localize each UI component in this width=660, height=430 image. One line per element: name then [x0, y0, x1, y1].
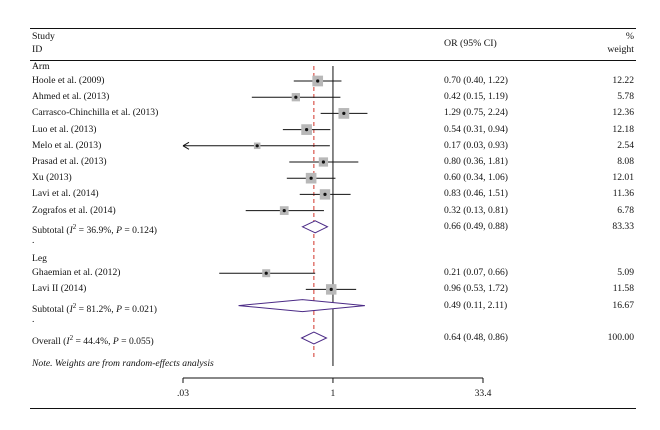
stat-label-text: = 44.4%, — [73, 336, 113, 348]
subtotal-diamond — [238, 299, 365, 313]
subtotal-or-ci: 0.49 (0.11, 2.11) — [444, 299, 508, 311]
study-label: Carrasco-Chinchilla et al. (2013) — [32, 107, 159, 119]
p-symbol: P — [116, 303, 122, 315]
superscript-2: 2 — [72, 301, 77, 310]
x-tick-label: 33.4 — [475, 388, 492, 399]
ci-arrow — [182, 141, 190, 150]
overall-or-ci: 0.64 (0.48, 0.86) — [444, 332, 508, 343]
study-or-ci: 0.80 (0.36, 1.81) — [444, 156, 508, 167]
overall-label: Overall (I2 = 44.4%, P = 0.055) — [32, 332, 154, 348]
stat-label-text: = 0.055) — [118, 336, 154, 348]
study-weight: 12.22 — [612, 75, 634, 86]
study-or-ci: 0.32 (0.13, 0.81) — [444, 204, 508, 216]
stat-label-text: Overall ( — [32, 336, 67, 348]
spacer-dot: . — [32, 235, 35, 246]
i-squared-symbol: I — [66, 336, 70, 348]
subtotal-weight: 16.67 — [612, 299, 634, 311]
study-weight: 8.08 — [617, 156, 634, 167]
superscript-2: 2 — [69, 334, 74, 342]
point-estimate — [294, 95, 298, 99]
i-squared-symbol: I — [69, 303, 73, 315]
study-or-ci: 0.21 (0.07, 0.66) — [444, 267, 508, 279]
footnote: Note. Weights are from random-effects an… — [32, 358, 214, 370]
study-weight: 5.09 — [617, 267, 634, 279]
i-squared-symbol: I — [69, 224, 73, 236]
stat-label-text: = 0.021) — [121, 303, 157, 315]
study-or-ci: 0.96 (0.53, 1.72) — [444, 283, 508, 295]
top-rule — [30, 28, 636, 29]
point-estimate — [309, 176, 313, 180]
study-or-ci: 0.17 (0.03, 0.93) — [444, 139, 508, 151]
point-estimate — [323, 192, 327, 196]
study-label: Ahmed et al. (2013) — [32, 91, 110, 103]
study-label: Hoole et al. (2009) — [32, 75, 105, 86]
study-or-ci: 1.29 (0.75, 2.24) — [444, 107, 508, 119]
subtotal-label: Subtotal (I2 = 81.2%, P = 0.021) — [32, 300, 157, 316]
study-label: Lavi II (2014) — [32, 283, 87, 295]
stat-label-text: = 81.2%, — [76, 303, 117, 315]
study-or-ci: 0.60 (0.34, 1.06) — [444, 172, 508, 184]
study-or-ci: 0.42 (0.15, 1.19) — [444, 91, 508, 103]
superscript-2: 2 — [72, 222, 77, 231]
header-weight: weight — [607, 44, 634, 55]
study-weight: 2.54 — [617, 139, 634, 151]
point-estimate — [316, 79, 320, 83]
study-weight: 11.58 — [612, 283, 634, 295]
x-tick-label: 1 — [331, 388, 336, 399]
subtotal-or-ci: 0.66 (0.49, 0.88) — [444, 220, 508, 232]
point-estimate — [329, 287, 333, 291]
overall-weight: 100.00 — [607, 332, 634, 343]
study-weight: 6.78 — [617, 204, 634, 216]
p-symbol: P — [116, 224, 122, 236]
point-estimate — [342, 111, 346, 115]
study-label: Ghaemian et al. (2012) — [32, 267, 121, 279]
stat-label-text: Subtotal ( — [32, 303, 70, 315]
point-estimate — [305, 128, 309, 132]
point-estimate — [255, 144, 259, 148]
point-estimate — [282, 209, 286, 213]
header-study: Study — [32, 31, 55, 42]
study-weight: 12.18 — [612, 123, 634, 135]
stat-label-text: = 36.9%, — [76, 224, 117, 236]
spacer-dot: . — [32, 313, 35, 325]
overall-diamond — [300, 331, 328, 345]
study-weight: 12.01 — [612, 172, 634, 184]
header-rule — [30, 60, 636, 61]
group-label: Leg — [32, 253, 47, 265]
bottom-rule — [30, 408, 636, 409]
subtotal-label: Subtotal (I2 = 36.9%, P = 0.124) — [32, 221, 157, 237]
study-label: Lavi et al. (2014) — [32, 188, 99, 200]
group-label: Arm — [32, 61, 50, 72]
study-label: Zografos et al. (2014) — [32, 204, 116, 216]
point-estimate — [264, 271, 268, 275]
study-or-ci: 0.54 (0.31, 0.94) — [444, 123, 508, 135]
stat-label-text: = 0.124) — [121, 224, 157, 236]
x-tick-label: .03 — [177, 388, 189, 399]
header-percent: % — [625, 31, 634, 42]
study-or-ci: 0.70 (0.40, 1.22) — [444, 75, 508, 86]
study-label: Xu (2013) — [32, 172, 72, 184]
study-weight: 11.36 — [612, 188, 634, 200]
study-label: Prasad et al. (2013) — [32, 156, 107, 167]
point-estimate — [321, 160, 326, 164]
study-or-ci: 0.83 (0.46, 1.51) — [444, 188, 508, 200]
study-weight: 12.36 — [612, 107, 634, 119]
study-label: Melo et al. (2013) — [32, 139, 102, 151]
study-weight: 5.78 — [617, 91, 634, 103]
study-label: Luo et al. (2013) — [32, 123, 97, 135]
stat-label-text: Subtotal ( — [32, 224, 70, 236]
header-or-ci: OR (95% CI) — [444, 38, 497, 49]
subtotal-diamond — [301, 220, 329, 234]
footnote-text: Note. Weights are from random-effects an… — [32, 358, 214, 369]
p-symbol: P — [112, 336, 119, 348]
subtotal-weight: 83.33 — [612, 220, 634, 232]
header-id: ID — [32, 44, 43, 55]
